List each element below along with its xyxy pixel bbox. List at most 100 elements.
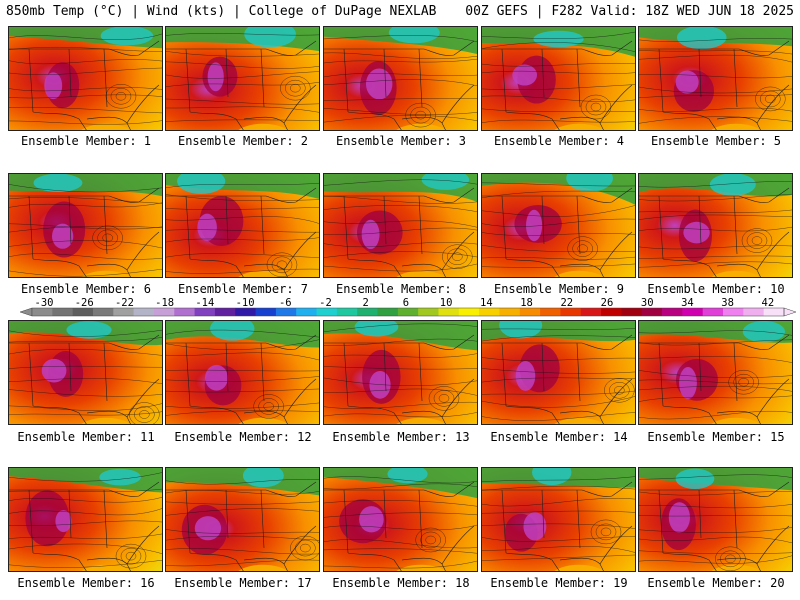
gulf-region <box>554 564 604 571</box>
wind-streamline <box>324 227 477 235</box>
gulf-region <box>554 417 604 424</box>
temperature-map <box>9 27 162 130</box>
wind-streamline <box>9 225 162 233</box>
heat-core-region <box>668 502 690 533</box>
circulation-contour <box>733 373 754 391</box>
wind-streamline <box>639 181 792 188</box>
wind-streamline <box>9 533 162 540</box>
wind-streamline <box>482 335 635 342</box>
circulation-contour <box>433 390 455 407</box>
wind-streamline <box>166 98 319 105</box>
wind-streamline <box>166 501 319 505</box>
gulf-region <box>554 123 604 130</box>
colorbar-swatch <box>743 308 765 316</box>
wind-streamline <box>482 546 635 553</box>
wind-streamline <box>639 555 792 564</box>
circulation-contour <box>420 531 441 549</box>
circulation-contour <box>415 527 446 553</box>
temperature-map <box>9 468 162 571</box>
wind-streamline <box>166 490 319 495</box>
heat-core-region <box>526 209 543 242</box>
wind-streamline <box>639 54 792 63</box>
gulf-region <box>238 564 288 571</box>
circulation-contour <box>738 377 749 387</box>
wind-streamline <box>324 195 477 204</box>
gulf-region <box>396 270 446 277</box>
temperature-map <box>639 468 792 571</box>
circulation-contour <box>604 378 635 403</box>
colorbar-tick-label: -22 <box>115 297 134 309</box>
ensemble-map-panel <box>165 320 320 425</box>
ensemble-member-caption: Ensemble Member: 19 <box>490 576 628 590</box>
temperature-map <box>324 468 477 571</box>
state-borders <box>639 187 790 277</box>
wind-streamline <box>9 223 162 230</box>
wind-streamline <box>9 497 162 503</box>
colorbar-swatch <box>418 308 439 316</box>
circulation-contour <box>600 527 612 537</box>
colorbar-swatch <box>92 308 114 316</box>
circulation-contour <box>590 102 602 112</box>
colorbar-tick-label: 34 <box>681 297 694 309</box>
wind-streamline <box>324 58 477 64</box>
colorbar-swatch <box>235 308 257 316</box>
heat-core-region <box>361 219 380 250</box>
wind-streamline <box>324 251 477 258</box>
state-borders <box>9 334 160 424</box>
state-borders <box>324 334 475 424</box>
circulation-contour <box>110 87 132 105</box>
cold-core-region <box>421 174 470 190</box>
cold-core-region <box>566 174 613 192</box>
wind-streamline <box>482 42 635 52</box>
colorbar-left-arrow <box>19 307 33 317</box>
wind-streamline <box>324 366 477 370</box>
wind-streamline <box>639 356 792 363</box>
wind-streamline <box>482 368 635 374</box>
ensemble-map-panel <box>481 320 636 425</box>
wind-streamline <box>166 194 319 202</box>
ensemble-map-panel <box>323 467 478 572</box>
circulation-contour <box>438 394 450 403</box>
gulf-region <box>81 417 131 424</box>
circulation-contour <box>266 252 298 277</box>
wind-streamline <box>324 205 477 213</box>
wind-streamline <box>9 197 162 204</box>
wind-streamline <box>639 193 792 202</box>
temperature-map <box>482 468 635 571</box>
wind-streamline <box>324 524 477 531</box>
wind-streamline <box>639 86 792 94</box>
wind-streamline <box>324 560 477 569</box>
wind-streamline <box>639 226 792 232</box>
wind-streamline <box>639 107 792 112</box>
colorbar-tick-label: -10 <box>236 297 255 309</box>
ensemble-member-caption: Ensemble Member: 16 <box>17 576 155 590</box>
heat-core-region <box>41 358 67 383</box>
wind-streamline <box>9 337 162 343</box>
state-borders <box>639 334 790 424</box>
colorbar-swatch <box>336 308 358 316</box>
gulf-region <box>81 564 131 571</box>
circulation-contour <box>134 406 155 423</box>
wind-streamline <box>639 74 792 79</box>
heat-core-region <box>197 213 217 241</box>
wind-streamline <box>166 402 319 409</box>
state-borders <box>9 40 160 130</box>
ensemble-map-panel <box>8 467 163 572</box>
state-borders <box>324 481 475 571</box>
wind-streamline <box>482 84 635 90</box>
colorbar-swatch <box>153 308 175 316</box>
wind-streamline <box>639 214 792 220</box>
wind-streamline <box>9 378 162 385</box>
gulf-region <box>711 270 761 277</box>
colorbar-tick-label: 30 <box>641 297 654 309</box>
ensemble-map-panel <box>638 173 793 278</box>
circulation-contour <box>595 523 617 541</box>
colorbar-tick-label: 22 <box>560 297 573 309</box>
state-borders <box>482 40 633 130</box>
circulation-contour <box>120 547 142 565</box>
wind-streamline <box>9 106 162 114</box>
circulation-contour <box>614 386 625 395</box>
colorbar-tick-label: 42 <box>762 297 775 309</box>
wind-streamline <box>166 352 319 361</box>
wind-streamline <box>9 520 162 527</box>
